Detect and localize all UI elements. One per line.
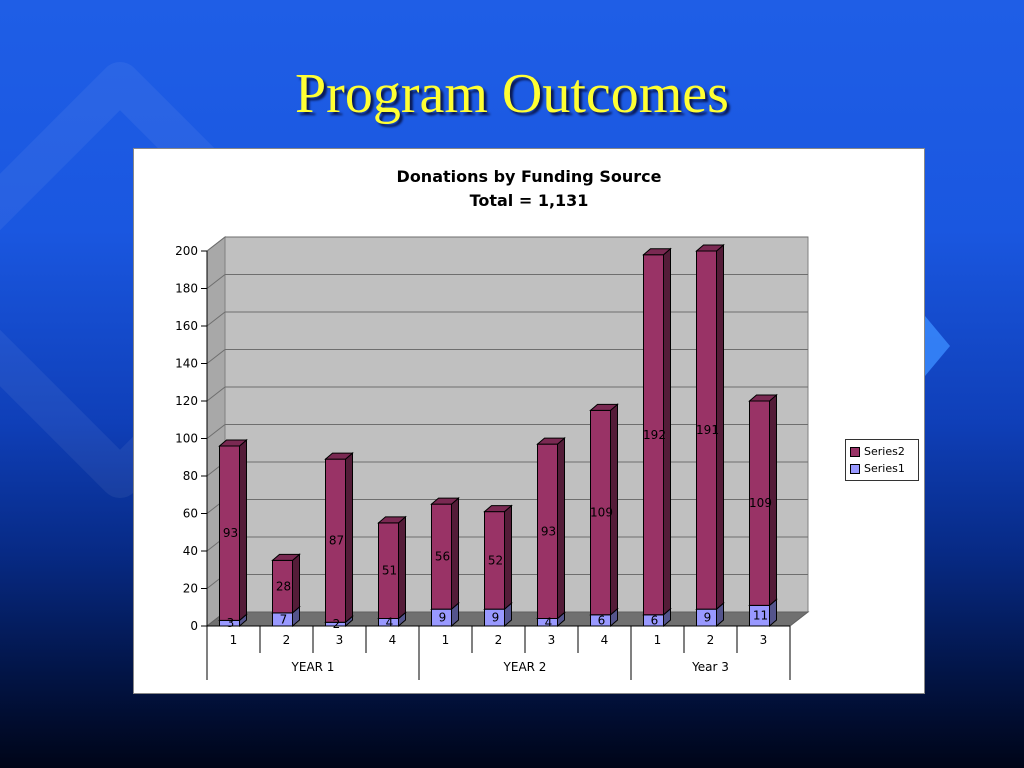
- x-tick-label: 2: [495, 633, 503, 647]
- legend-label-series2: Series2: [864, 445, 905, 458]
- data-label-series1: 6: [598, 613, 606, 627]
- bar-series2-top: [695, 244, 725, 252]
- data-label-series2: 51: [382, 564, 397, 578]
- bar-series2-side: [504, 504, 512, 611]
- data-label-series2: 191: [696, 423, 719, 437]
- y-tick-label: 20: [183, 582, 198, 596]
- x-tick-label: 2: [707, 633, 715, 647]
- gridline-side: [206, 349, 226, 364]
- slide-title: Program Outcomes: [295, 63, 729, 125]
- data-label-series2: 87: [329, 534, 344, 548]
- gridline-side: [206, 424, 226, 439]
- y-tick-label: 0: [190, 619, 198, 633]
- x-tick-label: 4: [601, 633, 609, 647]
- bar-series2-side: [292, 553, 300, 614]
- background-arrow-decoration: [920, 310, 950, 382]
- data-label-series1: 9: [704, 611, 712, 625]
- data-label-series2: 28: [276, 580, 291, 594]
- bar-chart: Donations by Funding Source Total = 1,131…: [175, 167, 810, 680]
- x-tick-label: 3: [336, 633, 344, 647]
- bar-series2-top: [377, 516, 407, 524]
- data-label-series2: 109: [749, 496, 772, 510]
- data-label-series2: 93: [541, 524, 556, 538]
- y-tick-label: 40: [183, 544, 198, 558]
- y-tick-label: 80: [183, 469, 198, 483]
- bar-series2-side: [451, 497, 459, 611]
- x-tick-label: 3: [760, 633, 768, 647]
- data-label-series1: 7: [280, 612, 288, 626]
- bar-series2-top: [483, 505, 513, 513]
- y-tick-label: 200: [175, 244, 198, 258]
- data-label-series1: 4: [545, 615, 553, 629]
- bar-series2-side: [557, 437, 565, 620]
- chart-frame: Donations by Funding Source Total = 1,131…: [133, 148, 925, 694]
- legend-swatch-series1: [850, 464, 860, 474]
- legend-swatch-series2: [850, 447, 860, 457]
- data-label-series2: 93: [223, 526, 238, 540]
- data-label-series2: 192: [643, 428, 666, 442]
- group-label: Year 3: [691, 660, 729, 674]
- y-tick-label: 100: [175, 432, 198, 446]
- data-label-series1: 11: [753, 609, 768, 623]
- bar-series2-top: [271, 553, 301, 561]
- chart-legend: Series2 Series1: [845, 439, 919, 481]
- data-label-series1: 4: [386, 615, 394, 629]
- x-tick-label: 4: [389, 633, 397, 647]
- bar-series2-top: [324, 452, 354, 460]
- chart-subtitle: Total = 1,131: [470, 191, 589, 210]
- group-label: YEAR 1: [291, 660, 335, 674]
- bar-series2-top: [430, 497, 460, 505]
- x-tick-label: 1: [442, 633, 450, 647]
- y-tick-label: 180: [175, 282, 198, 296]
- bar-series2-top: [748, 394, 778, 402]
- bar-series2-top: [589, 403, 619, 411]
- data-label-series2: 109: [590, 506, 613, 520]
- data-label-series1: 6: [651, 613, 659, 627]
- group-label: YEAR 2: [503, 660, 547, 674]
- gridline-side: [206, 311, 226, 327]
- bar-series2-side: [239, 438, 247, 622]
- bar-series2-side: [345, 452, 353, 624]
- chart-title: Donations by Funding Source: [397, 167, 662, 186]
- legend-item-series2: Series2: [850, 445, 905, 458]
- gridline-side: [206, 236, 226, 252]
- x-tick-label: 2: [283, 633, 291, 647]
- y-tick-label: 160: [175, 319, 198, 333]
- bar-series2-side: [398, 515, 406, 620]
- y-tick-label: 140: [175, 357, 198, 371]
- x-tick-label: 3: [548, 633, 556, 647]
- y-tick-label: 60: [183, 507, 198, 521]
- gridline-side: [206, 386, 226, 402]
- bar-series2-top: [218, 439, 248, 447]
- x-tick-label: 1: [230, 633, 238, 647]
- y-tick-label: 120: [175, 394, 198, 408]
- bar-series2-top: [536, 437, 566, 445]
- legend-item-series1: Series1: [850, 462, 905, 475]
- data-label-series2: 52: [488, 553, 503, 567]
- data-label-series1: 9: [439, 611, 447, 625]
- data-label-series2: 56: [435, 550, 450, 564]
- x-tick-label: 1: [654, 633, 662, 647]
- legend-label-series1: Series1: [864, 462, 905, 475]
- data-label-series1: 3: [227, 616, 235, 630]
- data-label-series1: 2: [333, 617, 341, 631]
- gridline-side: [206, 274, 226, 289]
- data-label-series1: 9: [492, 611, 500, 625]
- bar-series2-top: [642, 248, 672, 256]
